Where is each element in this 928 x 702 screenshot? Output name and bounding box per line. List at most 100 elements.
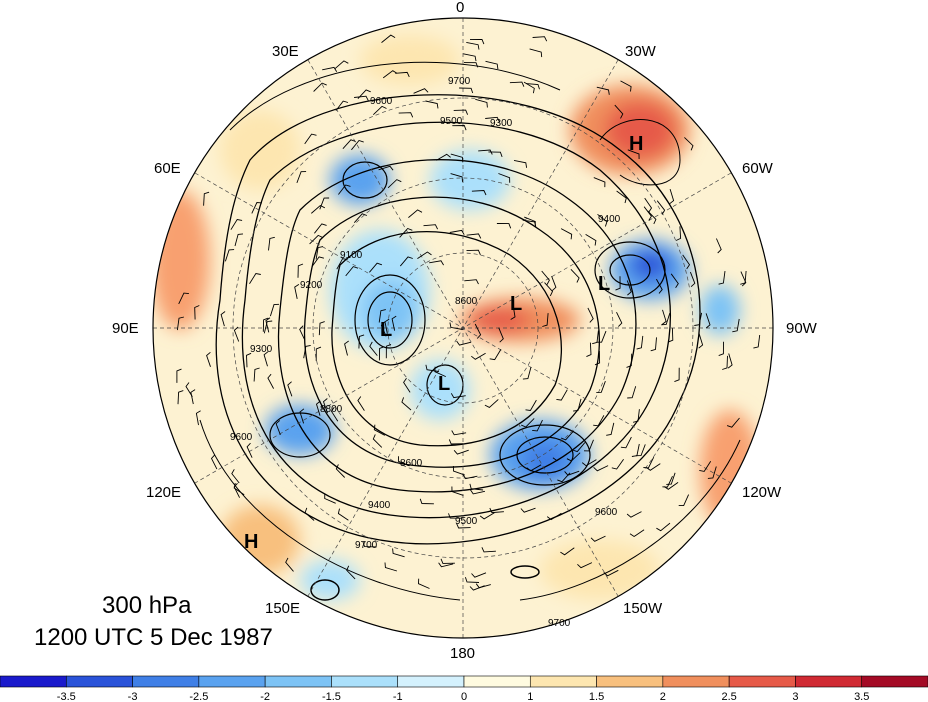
wind-barb [267,373,274,389]
wind-barb [344,340,349,356]
wind-barb [475,583,491,589]
wind-barb [434,366,446,378]
wind-barb [249,272,261,284]
wind-barb [510,305,516,320]
contour-label: 9400 [368,500,391,511]
colorbar-box [529,675,597,688]
wind-barb [552,453,568,462]
colorbar-box [331,675,399,688]
wind-barb [513,159,528,168]
wind-barb [413,88,429,94]
wind-barb [418,578,430,589]
lon-label-90e: 90E [112,320,139,337]
wind-barb [583,439,594,452]
wind-barb [663,482,679,490]
wind-barb [263,320,273,334]
wind-barb [529,48,543,58]
valid-time: 1200 UTC 5 Dec 1987 [34,624,273,651]
wind-barb [715,238,722,254]
wind-barb [311,204,326,214]
wind-barb [631,443,640,457]
wind-barb [469,38,485,45]
wind-barb [488,151,503,158]
wind-barb [337,508,349,521]
wind-barb [620,436,632,449]
wind-barb [224,249,235,262]
wind-barb [176,316,185,331]
wind-barb [590,535,606,542]
contour-label: 9600 [230,432,253,443]
wind-barb [678,494,690,507]
height-contours [199,61,741,601]
graticule [153,18,773,638]
contour-labels: 9700 9600 9500 9400 9300 9200 9100 8600 … [230,76,621,629]
wind-barb [262,317,269,332]
wind-barb [593,465,609,472]
wind-barb [572,442,586,453]
wind-barb [398,112,414,118]
wind-barb [740,271,747,287]
wind-barb [297,263,304,278]
wind-barb [449,229,465,235]
wind-barb [656,200,666,215]
wind-barb [384,562,398,572]
wind-barb [606,422,615,436]
contour-label: 9700 [355,540,378,551]
wind-barb [596,380,606,393]
wind-barb [373,424,386,436]
wind-barb [466,249,481,255]
colorbar-box [662,675,730,688]
wind-barb [178,292,189,305]
colorbar-tick: 2.5 [721,691,736,702]
wind-barb [463,53,477,62]
wind-barb [194,305,200,320]
wind-barb [275,420,281,436]
colorbar-tick: -2.5 [189,691,208,702]
wind-barb [466,41,480,50]
wind-barb [644,197,653,213]
lon-label-60e: 60E [154,160,181,177]
wind-barb [299,325,306,341]
contour-label: 9200 [300,280,323,291]
wind-barb [551,275,557,292]
wind-barb [265,317,271,333]
wind-barb [726,417,740,428]
wind-barb [532,419,543,432]
colorbar-tick: -1.5 [322,691,341,702]
wind-barb [353,213,368,223]
wind-barb [233,483,245,496]
wind-barb [689,271,696,288]
wind-barb [560,547,575,556]
wind-barb [656,278,663,294]
wind-barb [378,346,385,361]
wind-barb [425,100,439,109]
wind-barb [732,318,740,333]
wind-barb [303,344,311,359]
wind-barb [557,472,571,483]
wind-barb [645,463,661,471]
wind-barb [620,80,632,92]
wind-barb [674,367,680,383]
wind-barb [294,284,300,299]
colorbar-box [397,675,465,688]
wind-barb [334,60,349,70]
wind-barb [451,486,464,496]
wind-barb [635,444,646,457]
wind-barb [596,330,607,343]
wind-barb [401,397,412,411]
wind-barb [489,507,504,514]
wind-barb [626,353,633,368]
wind-barb [498,327,504,343]
wind-barb [382,70,398,79]
wind-barb [470,489,485,495]
wind-barb [524,216,536,227]
wind-barb [474,323,482,339]
wind-barb [449,322,463,330]
colorbar-boxes [0,675,928,688]
wind-barb [682,254,691,270]
colorbar-box [463,675,531,688]
colorbar-box [65,675,133,688]
wind-barb [397,456,410,467]
wind-barb [450,153,464,163]
wind-barb [309,234,323,245]
